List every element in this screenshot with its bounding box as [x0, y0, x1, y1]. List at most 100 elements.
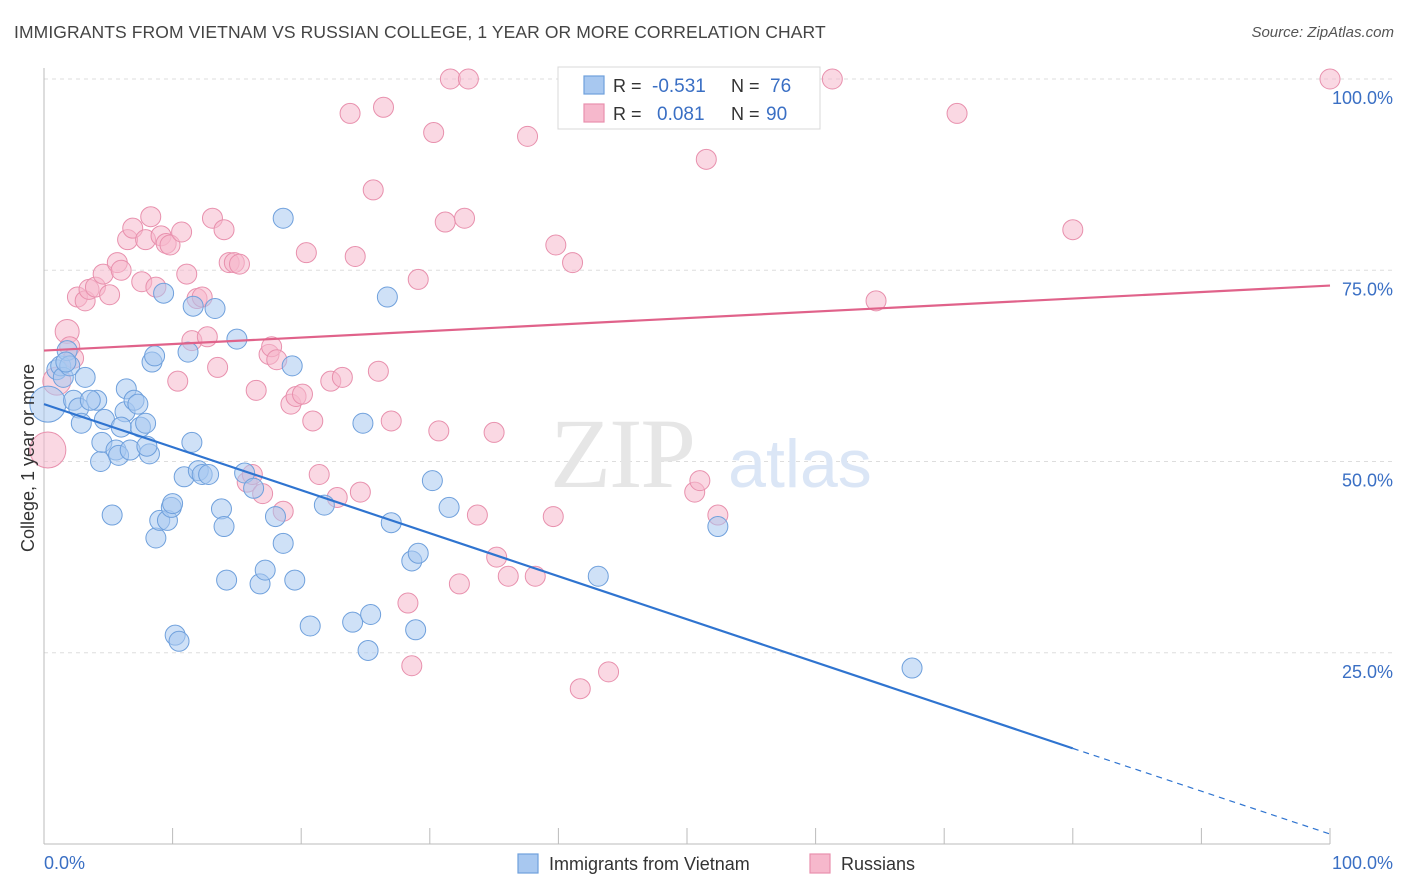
vietnam-point — [272, 532, 294, 554]
vietnam-point — [145, 527, 167, 549]
russians-point — [454, 207, 476, 229]
russians-point — [380, 410, 402, 432]
y-tick-label: 50.0% — [1342, 471, 1393, 491]
russians-point — [439, 68, 461, 90]
russians-point — [397, 592, 419, 614]
russians-point — [542, 506, 564, 528]
russians-point — [517, 125, 539, 147]
vietnam-point — [55, 351, 77, 373]
russians-point — [99, 284, 121, 306]
russians-point — [483, 421, 505, 443]
vietnam-point — [405, 619, 427, 641]
bottom-legend-swatch-russians — [809, 853, 831, 874]
chart-title: IMMIGRANTS FROM VIETNAM VS RUSSIAN COLLE… — [14, 22, 826, 42]
russians-points — [29, 68, 1341, 700]
legend-n-value-russians: 90 — [766, 104, 787, 125]
vietnam-trend-line — [43, 403, 1074, 750]
russians-trend-line — [43, 284, 1331, 352]
vietnam-point — [421, 470, 443, 492]
russians-point — [466, 504, 488, 526]
vietnam-point — [226, 328, 248, 350]
russians-point — [167, 370, 189, 392]
vietnam-point — [79, 389, 101, 411]
russians-point — [228, 253, 250, 275]
vietnam-point — [101, 504, 123, 526]
legend-n-label-vietnam: N = — [731, 76, 760, 96]
vietnam-point — [162, 493, 184, 515]
vietnam-point — [182, 295, 204, 317]
vietnam-point — [135, 412, 157, 434]
vietnam-point — [243, 477, 265, 499]
russians-point — [946, 102, 968, 124]
russians-point — [545, 234, 567, 256]
bottom-legend-label-russians: Russians — [841, 854, 915, 874]
russians-point — [569, 678, 591, 700]
russians-point — [331, 366, 353, 388]
vietnam-points — [29, 207, 923, 679]
vietnam-point — [281, 355, 303, 377]
russians-point — [448, 573, 470, 595]
vietnam-point — [352, 412, 374, 434]
russians-point — [176, 263, 198, 285]
russians-point — [1062, 219, 1084, 241]
russians-point — [428, 420, 450, 442]
russians-point — [29, 431, 67, 469]
russians-point — [344, 245, 366, 267]
russians-point — [302, 410, 324, 432]
russians-point — [373, 96, 395, 118]
vietnam-point — [204, 298, 226, 319]
y-tick-label: 25.0% — [1342, 662, 1393, 682]
russians-point — [457, 68, 479, 90]
russians-point — [434, 211, 456, 233]
vietnam-point — [438, 496, 460, 518]
vietnam-point — [587, 565, 609, 587]
vietnam-point — [210, 498, 232, 520]
tick-labels: 25.0% 50.0% 75.0% 100.0% 0.0% 100.0% — [44, 88, 1393, 873]
russians-point — [339, 102, 361, 124]
russians-point — [171, 221, 193, 243]
russians-point — [423, 122, 445, 144]
legend-r-label-vietnam: R = — [613, 76, 642, 96]
russians-point — [207, 356, 229, 378]
russians-point — [367, 360, 389, 382]
russians-point — [821, 68, 843, 90]
russians-point — [401, 655, 423, 677]
russians-point — [196, 326, 218, 348]
legend-r-value-russians: 0.081 — [657, 104, 705, 125]
russians-point — [362, 179, 384, 201]
russians-point — [1319, 68, 1341, 90]
series-legend: Immigrants from Vietnam Russians — [517, 853, 915, 874]
legend-n-label-russians: N = — [731, 104, 760, 124]
vietnam-point — [181, 431, 203, 453]
y-tick-label: 100.0% — [1332, 88, 1393, 108]
russians-point — [598, 661, 620, 683]
vietnam-point — [144, 345, 166, 367]
russians-point — [497, 565, 519, 587]
vietnam-point — [74, 366, 96, 388]
grid — [44, 78, 1395, 654]
russians-point — [110, 259, 132, 281]
russians-point — [213, 219, 235, 241]
vietnam-point — [707, 516, 729, 538]
x-tick-label: 0.0% — [44, 853, 85, 873]
russians-point — [865, 290, 887, 312]
legend-swatch-vietnam — [583, 75, 605, 95]
vietnam-point — [284, 569, 306, 591]
y-tick-label: 75.0% — [1342, 279, 1393, 299]
russians-point — [407, 268, 429, 290]
russians-point — [695, 148, 717, 170]
russians-point — [562, 252, 584, 274]
trend-lines — [43, 284, 1331, 835]
vietnam-point — [213, 516, 235, 538]
russians-point — [140, 206, 162, 228]
vietnam-point — [299, 615, 321, 637]
russians-point — [291, 383, 313, 405]
vietnam-point — [342, 611, 364, 633]
vietnam-point — [153, 282, 175, 304]
x-tick-label: 100.0% — [1332, 853, 1393, 873]
vietnam-point — [254, 559, 276, 581]
vietnam-point — [357, 639, 379, 661]
vietnam-point — [198, 464, 220, 486]
legend-r-label-russians: R = — [613, 104, 642, 124]
